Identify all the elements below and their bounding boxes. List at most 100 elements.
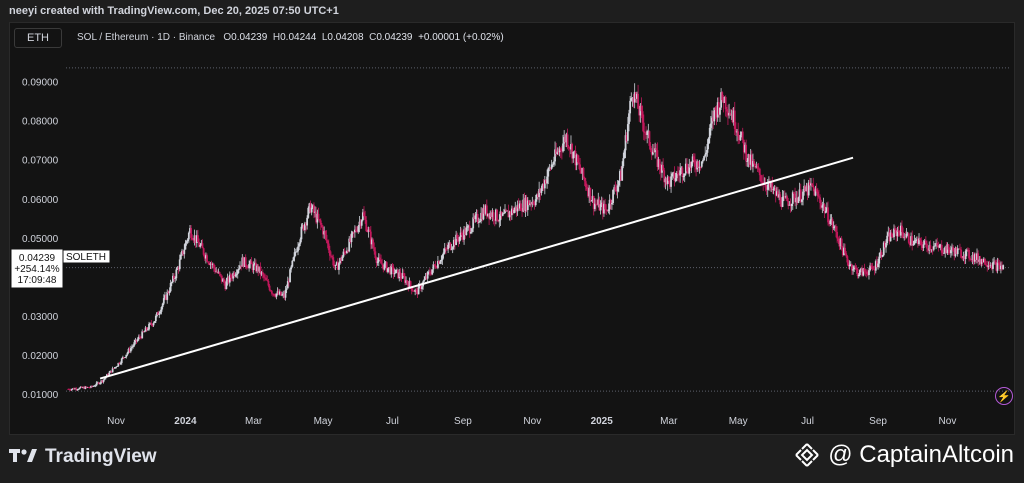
candle-body (166, 291, 169, 300)
candle-body (158, 313, 161, 315)
candle-body (843, 247, 845, 256)
legend-o-value: 0.04239 (231, 32, 268, 43)
candle-body (669, 180, 671, 187)
candle-body (688, 163, 691, 174)
candle-body (99, 382, 102, 384)
candle-body (866, 274, 869, 275)
candle-body (431, 269, 434, 275)
candle-body (775, 191, 778, 196)
candle-body (239, 265, 241, 269)
candle-body (148, 323, 150, 330)
candle-body (630, 98, 633, 101)
candle-body (599, 204, 602, 211)
candle-body (861, 268, 864, 276)
candle-body (721, 92, 724, 101)
candle-body (121, 357, 124, 359)
trendline-segment[interactable] (99, 156, 854, 380)
y-tick-label: 0.07000 (22, 156, 59, 167)
candle-body (838, 240, 841, 247)
candle-body (391, 265, 394, 268)
candle-body (165, 295, 167, 300)
candle-body (464, 229, 467, 236)
candle-body (565, 134, 568, 143)
candle-body (469, 231, 472, 234)
candle-body (95, 382, 98, 386)
candle-body (581, 167, 584, 174)
candle-body (153, 321, 156, 323)
candle-body (642, 122, 645, 133)
lightning-icon[interactable]: ⚡ (995, 387, 1013, 405)
candle-body (978, 259, 981, 262)
candle-body (654, 148, 657, 153)
candle-body (191, 237, 194, 240)
candle-body (822, 204, 825, 206)
candle-body (135, 339, 138, 342)
candle-body (274, 295, 277, 297)
candle-body (757, 168, 760, 170)
candle-body (995, 262, 998, 271)
candle-body (803, 185, 806, 192)
candle-body (543, 180, 546, 189)
candle-body (490, 212, 493, 217)
candle-body (893, 228, 895, 238)
legend-l-label: L (321, 32, 328, 43)
candle-body (986, 265, 989, 267)
candle-body (750, 154, 753, 167)
trendline[interactable] (99, 156, 854, 380)
candle-body (234, 274, 237, 277)
candle-body (128, 348, 131, 352)
candle-body (328, 250, 331, 256)
candle-body (571, 143, 574, 159)
price-tag-change: +254.14% (14, 264, 59, 275)
candle-body (293, 252, 296, 258)
candle-body (771, 182, 774, 191)
dotted-lines (66, 67, 1010, 392)
candle-body (785, 196, 787, 198)
candle-body (451, 247, 454, 249)
candle-body (860, 268, 862, 271)
candle-body (592, 196, 595, 209)
candle-body (791, 192, 794, 204)
candle-body (432, 264, 435, 270)
candle-body (401, 273, 404, 279)
candle-body (864, 271, 867, 273)
candle-body (738, 136, 741, 141)
candle-body (407, 283, 410, 288)
candle-body (686, 163, 688, 172)
candle-body (385, 262, 388, 272)
candle-body (347, 250, 349, 252)
candle-body (675, 172, 678, 179)
candle-body (575, 154, 578, 166)
candle-body (921, 245, 924, 248)
candle-body (805, 186, 808, 192)
candle-body (846, 256, 849, 263)
candle-body (115, 366, 117, 368)
candle-body (853, 266, 856, 270)
candle-body (277, 291, 280, 295)
candle-body (315, 211, 318, 223)
candle-body (185, 241, 188, 243)
legend-c-value: 0.04239 (376, 32, 413, 43)
candle-body (522, 199, 525, 212)
candle-body (532, 201, 535, 205)
candle-body (118, 362, 121, 364)
candle-body (612, 189, 614, 203)
candle-body (306, 217, 309, 226)
candle-body (518, 203, 521, 209)
candle-body (303, 223, 306, 231)
candle-body (325, 234, 328, 241)
symbol-button[interactable]: ETH (14, 28, 62, 48)
candle-body (704, 154, 707, 157)
candle-body (793, 192, 795, 194)
candle-body (492, 212, 495, 220)
candle-body (302, 225, 305, 231)
candle-body (454, 239, 456, 246)
candle-body (535, 194, 538, 200)
candle-body (195, 235, 198, 244)
candle-body (330, 255, 332, 257)
candle-body (960, 249, 962, 258)
candle-body (920, 240, 923, 246)
candle-body (722, 100, 725, 104)
top-bar: neeyi created with TradingView.com, Dec … (0, 0, 1024, 22)
